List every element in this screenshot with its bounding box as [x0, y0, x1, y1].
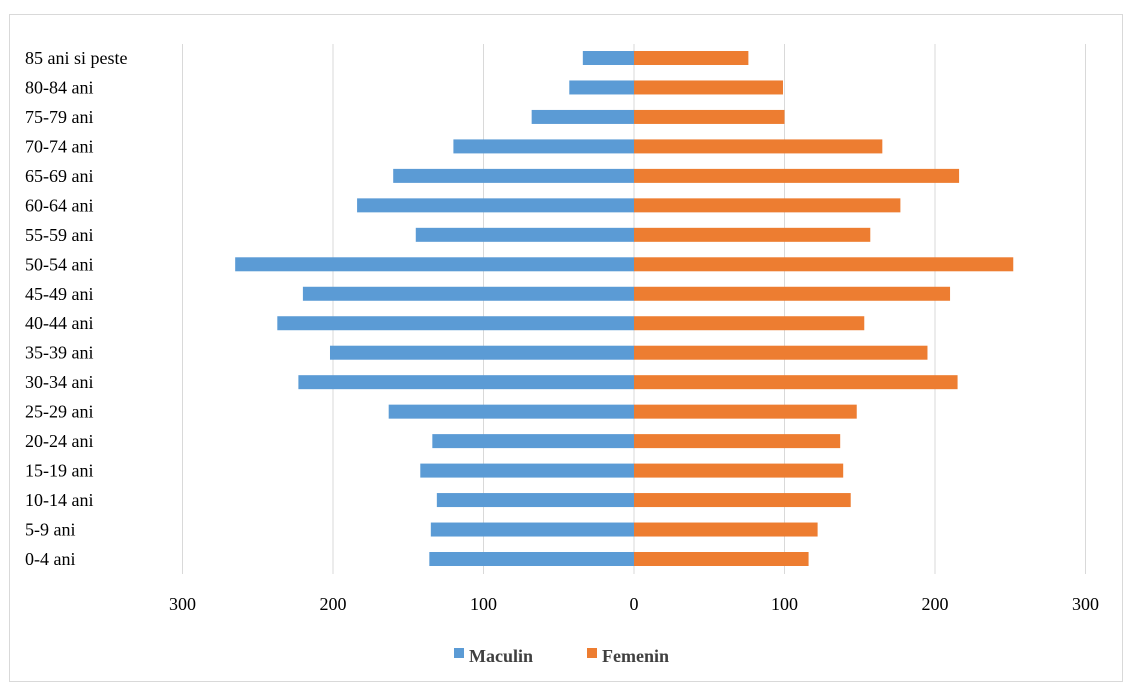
x-tick-label: 300 [169, 594, 196, 614]
category-label: 0-4 ani [25, 549, 75, 569]
bar-femenin [634, 552, 809, 566]
legend-swatch-maculin [454, 648, 464, 658]
category-label: 75-79 ani [25, 107, 93, 127]
bar-maculin [432, 434, 634, 449]
bar-maculin [429, 552, 634, 566]
bar-maculin [453, 139, 634, 154]
bar-maculin [235, 257, 635, 272]
bar-femenin [634, 51, 749, 65]
category-label: 15-19 ani [25, 461, 93, 481]
bar-maculin [302, 286, 634, 301]
x-tick-label: 200 [922, 594, 949, 614]
y-axis-labels: 0-4 ani 5-9 ani 10-14 ani 15-19 ani 20-24 an… [25, 48, 127, 569]
bar-femenin [634, 257, 1014, 272]
bar-femenin [634, 375, 958, 390]
bar-maculin [277, 316, 634, 331]
bar-maculin [436, 493, 634, 508]
bar-maculin [531, 109, 634, 124]
category-label: 55-59 ani [25, 225, 93, 245]
x-tick-label: 300 [1072, 594, 1099, 614]
bar-femenin [634, 109, 785, 124]
bar-maculin [329, 345, 634, 360]
bar-maculin [430, 522, 634, 537]
bar-femenin [634, 522, 818, 537]
bar-femenin [634, 286, 951, 301]
category-label: 60-64 ani [25, 195, 93, 215]
x-tick-label: 0 [630, 594, 639, 614]
bar-femenin [634, 227, 871, 242]
category-label: 25-29 ani [25, 402, 93, 422]
category-label: 85 ani si peste [25, 48, 127, 68]
legend-label-maculin: Maculin [469, 646, 533, 666]
bar-maculin [582, 51, 634, 65]
legend-swatch-femenin [587, 648, 597, 658]
bar-maculin [393, 168, 634, 183]
bar-maculin [298, 375, 634, 390]
category-label: 45-49 ani [25, 284, 93, 304]
bar-maculin [420, 463, 634, 478]
category-label: 10-14 ani [25, 490, 93, 510]
legend-label-femenin: Femenin [602, 646, 669, 666]
legend: Maculin Femenin [454, 646, 669, 666]
bar-femenin [634, 168, 960, 183]
category-label: 65-69 ani [25, 166, 93, 186]
bar-maculin [388, 404, 634, 419]
category-label: 30-34 ani [25, 372, 93, 392]
bar-maculin [415, 227, 634, 242]
bar-femenin [634, 198, 901, 213]
gridlines [182, 44, 1086, 574]
bar-femenin [634, 493, 851, 508]
category-label: 80-84 ani [25, 77, 93, 97]
bar-maculin [357, 198, 634, 213]
x-tick-label: 200 [320, 594, 347, 614]
bars [235, 51, 1014, 566]
bar-femenin [634, 316, 865, 331]
category-label: 5-9 ani [25, 520, 75, 540]
x-tick-label: 100 [771, 594, 798, 614]
category-label: 70-74 ani [25, 136, 93, 156]
category-label: 40-44 ani [25, 313, 93, 333]
bar-femenin [634, 463, 844, 478]
bar-femenin [634, 80, 783, 95]
category-label: 20-24 ani [25, 431, 93, 451]
category-label: 35-39 ani [25, 343, 93, 363]
bar-maculin [569, 80, 634, 95]
bar-femenin [634, 434, 841, 449]
bar-femenin [634, 404, 857, 419]
x-tick-label: 100 [470, 594, 497, 614]
bar-femenin [634, 139, 883, 154]
bar-femenin [634, 345, 928, 360]
category-label: 50-54 ani [25, 254, 93, 274]
x-axis-labels: 300 200 100 0 100 200 300 [169, 594, 1099, 614]
